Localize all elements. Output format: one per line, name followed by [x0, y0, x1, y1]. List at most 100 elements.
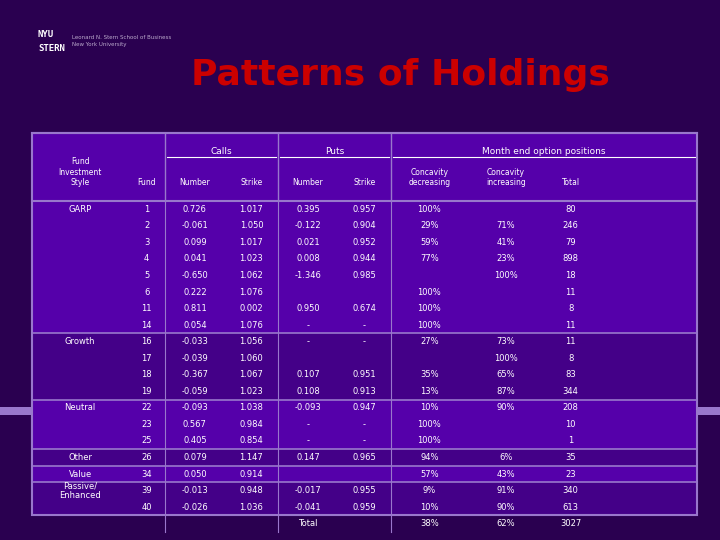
Text: 73%: 73%: [496, 337, 516, 346]
Bar: [32, 482, 697, 499]
Text: 0.950: 0.950: [296, 304, 320, 313]
Text: 0.952: 0.952: [353, 238, 377, 247]
Text: 0.984: 0.984: [240, 420, 264, 429]
Text: -: -: [307, 420, 310, 429]
Text: 100%: 100%: [418, 420, 441, 429]
Text: 1.076: 1.076: [240, 321, 264, 329]
Text: 1.060: 1.060: [240, 354, 264, 363]
Bar: [32, 449, 697, 466]
Bar: [32, 300, 697, 317]
Bar: [0, 407, 720, 415]
Text: 29%: 29%: [420, 221, 438, 231]
Bar: [32, 284, 697, 300]
Text: Fund
Investment
Style: Fund Investment Style: [58, 157, 102, 187]
Text: 90%: 90%: [497, 503, 515, 512]
Text: 65%: 65%: [497, 370, 515, 379]
Text: 0.108: 0.108: [296, 387, 320, 396]
Text: 38%: 38%: [420, 519, 438, 528]
Text: 1.017: 1.017: [240, 205, 264, 214]
Bar: [32, 516, 697, 532]
Text: 100%: 100%: [494, 271, 518, 280]
Text: 40: 40: [141, 503, 152, 512]
Text: 18: 18: [565, 271, 576, 280]
Text: 0.050: 0.050: [183, 470, 207, 478]
Text: Number: Number: [179, 178, 210, 187]
Text: 57%: 57%: [420, 470, 438, 478]
Text: 1.076: 1.076: [240, 287, 264, 296]
Text: 0.985: 0.985: [353, 271, 377, 280]
Text: 59%: 59%: [420, 238, 438, 247]
Text: 0.008: 0.008: [296, 254, 320, 264]
Text: 1.056: 1.056: [240, 337, 264, 346]
Text: 90%: 90%: [497, 403, 515, 413]
Text: 35%: 35%: [420, 370, 438, 379]
Text: 246: 246: [563, 221, 579, 231]
Text: 35: 35: [565, 453, 576, 462]
Text: 5: 5: [144, 271, 149, 280]
Text: 0.147: 0.147: [296, 453, 320, 462]
Text: 0.021: 0.021: [296, 238, 320, 247]
Text: Concavity
increasing: Concavity increasing: [486, 167, 526, 187]
Text: 25: 25: [141, 436, 152, 446]
Text: 2: 2: [144, 221, 149, 231]
Text: Strike: Strike: [240, 178, 263, 187]
Bar: [32, 234, 697, 251]
Text: Concavity
decreasing: Concavity decreasing: [408, 167, 451, 187]
Text: 87%: 87%: [496, 387, 516, 396]
Text: 0.811: 0.811: [183, 304, 207, 313]
Text: 77%: 77%: [420, 254, 438, 264]
Text: 0.405: 0.405: [183, 436, 207, 446]
Text: Strike: Strike: [354, 178, 376, 187]
Text: 100%: 100%: [418, 436, 441, 446]
Bar: [32, 267, 697, 284]
Text: 3: 3: [144, 238, 150, 247]
Bar: [32, 133, 697, 201]
Text: Passive/
Enhanced: Passive/ Enhanced: [59, 481, 101, 500]
Bar: [32, 201, 697, 218]
Text: -: -: [307, 436, 310, 446]
Bar: [32, 133, 697, 516]
Text: NYU: NYU: [38, 30, 54, 39]
Text: 100%: 100%: [494, 354, 518, 363]
Text: GARP: GARP: [68, 205, 92, 214]
Text: 100%: 100%: [418, 321, 441, 329]
Text: -0.013: -0.013: [181, 486, 208, 495]
Text: 39: 39: [141, 486, 152, 495]
Text: 0.726: 0.726: [183, 205, 207, 214]
Text: -: -: [363, 337, 366, 346]
Text: 9%: 9%: [423, 486, 436, 495]
Text: 1.050: 1.050: [240, 221, 264, 231]
Text: Total: Total: [562, 178, 580, 187]
Text: Fund: Fund: [138, 178, 156, 187]
Text: 22: 22: [141, 403, 152, 413]
Text: 100%: 100%: [418, 287, 441, 296]
Text: Value: Value: [68, 470, 92, 478]
Bar: [32, 367, 697, 383]
Text: 4: 4: [144, 254, 149, 264]
Text: 613: 613: [562, 503, 579, 512]
Text: 100%: 100%: [418, 205, 441, 214]
Text: 0.107: 0.107: [296, 370, 320, 379]
Text: 19: 19: [141, 387, 152, 396]
Bar: [32, 416, 697, 433]
Text: 340: 340: [563, 486, 579, 495]
Text: New York University: New York University: [72, 42, 127, 47]
Text: 94%: 94%: [420, 453, 438, 462]
Text: Calls: Calls: [211, 147, 233, 156]
Text: 79: 79: [565, 238, 576, 247]
Text: 1.062: 1.062: [240, 271, 264, 280]
Text: 13%: 13%: [420, 387, 438, 396]
Text: 0.914: 0.914: [240, 470, 264, 478]
Text: 10%: 10%: [420, 503, 438, 512]
Text: 208: 208: [563, 403, 579, 413]
Text: 0.947: 0.947: [353, 403, 377, 413]
Text: 0.041: 0.041: [183, 254, 207, 264]
Text: STERN: STERN: [38, 44, 65, 53]
Text: 1.147: 1.147: [240, 453, 264, 462]
Text: 27%: 27%: [420, 337, 438, 346]
Text: 898: 898: [562, 254, 579, 264]
Text: -0.059: -0.059: [181, 387, 208, 396]
Text: 0.904: 0.904: [353, 221, 377, 231]
Text: 17: 17: [141, 354, 152, 363]
Text: 80: 80: [565, 205, 576, 214]
